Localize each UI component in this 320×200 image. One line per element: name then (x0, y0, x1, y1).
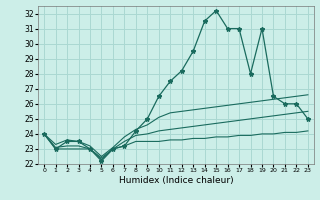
X-axis label: Humidex (Indice chaleur): Humidex (Indice chaleur) (119, 176, 233, 185)
